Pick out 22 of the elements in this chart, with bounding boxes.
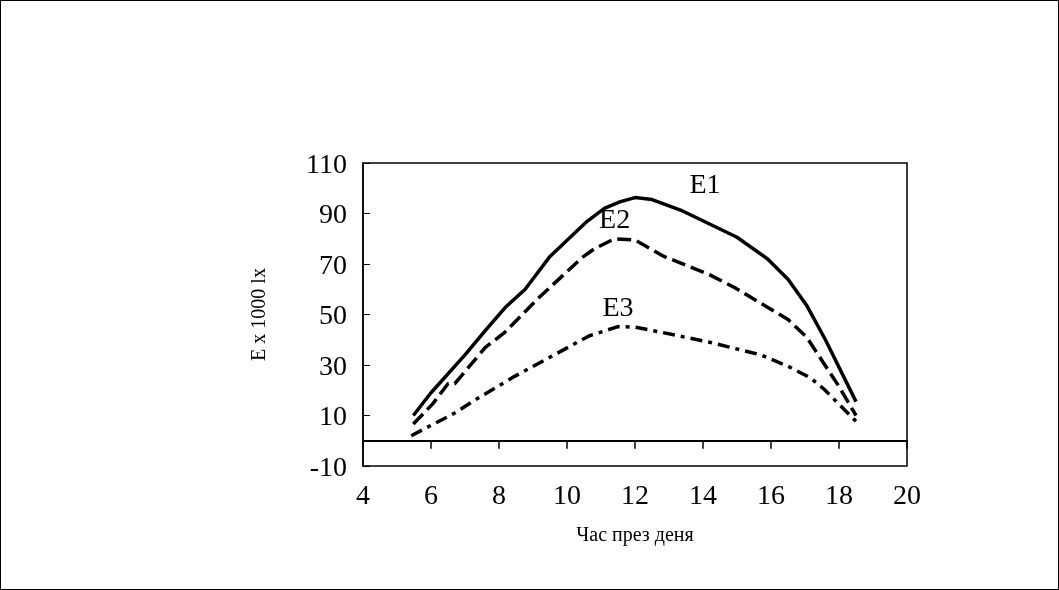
x-tick-label: 12 [621,478,649,510]
line-series [411,195,858,418]
x-tick-label: 20 [893,478,921,510]
y-tick-label: 70 [319,248,347,280]
y-tick-label: 110 [306,147,347,179]
y-tick-label: 50 [319,299,347,330]
y-tick-label: -10 [309,450,347,482]
x-axis-title: Час през деня [576,523,694,546]
y-tick-label: 90 [319,198,347,229]
x-tick-label: 6 [424,478,438,510]
y-tick-label: 10 [319,400,347,431]
x-tick-label: 18 [825,478,853,510]
series-label: E1 [689,168,721,200]
y-tick-label: 30 [319,349,347,381]
x-tick-label: 8 [492,478,506,510]
y-axis-title: E x 1000 lx [247,268,269,361]
series-label: E2 [599,203,631,235]
x-tick-label: 10 [553,478,581,510]
series-label: E3 [602,291,634,323]
x-tick-label: 4 [356,478,370,510]
x-tick-label: 14 [689,478,717,510]
x-tick-label: 16 [757,478,785,510]
